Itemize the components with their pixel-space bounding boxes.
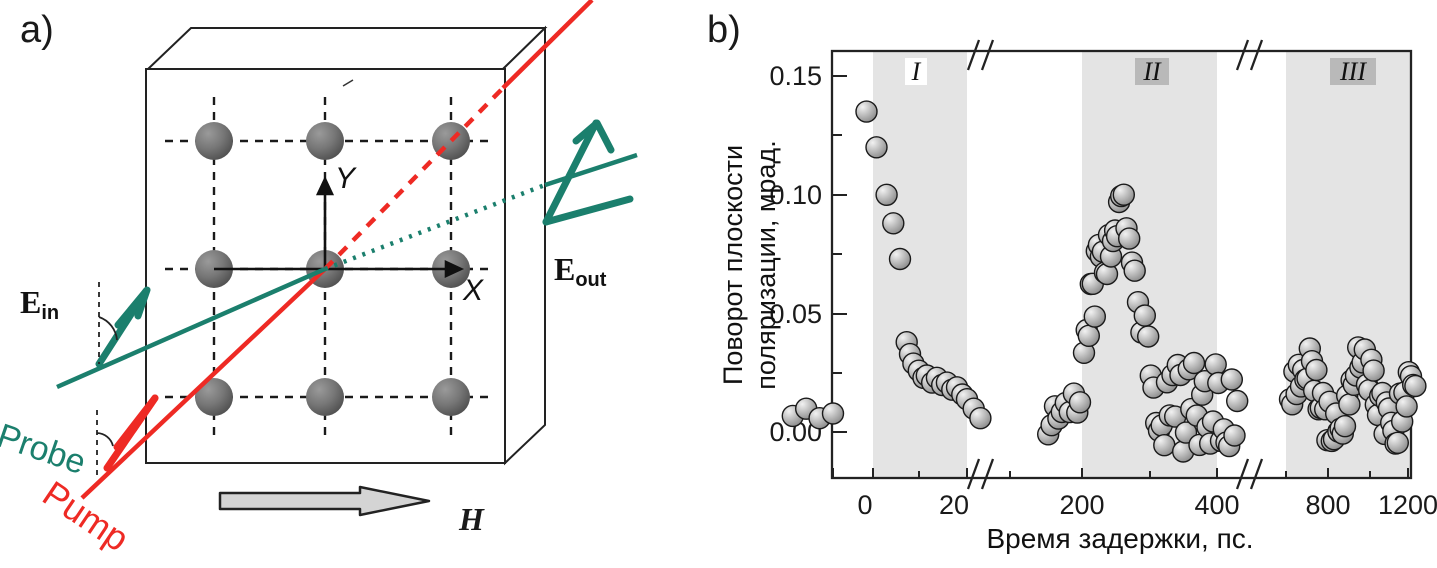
svg-text:0.15: 0.15 [769,61,822,91]
svg-text:III: III [1339,57,1367,86]
svg-text:0: 0 [857,490,872,520]
svg-text:Ein: Ein [20,284,59,324]
svg-text:20: 20 [939,490,969,520]
svg-text:1200: 1200 [1378,490,1437,520]
svg-text:Поворот плоскости: Поворот плоскости [718,145,748,385]
svg-text:II: II [1142,57,1162,86]
svg-text:Eout: Eout [554,251,607,291]
svg-text:Probe: Probe [0,417,91,482]
svg-text:I: I [911,57,922,86]
svg-text:X: X [462,274,484,307]
svg-text:400: 400 [1194,490,1239,520]
svg-text:b): b) [707,9,741,51]
svg-text:800: 800 [1305,490,1350,520]
svg-text:Время задержки, пс.: Время задержки, пс. [986,523,1253,554]
svg-text:a): a) [20,9,54,51]
svg-text:H: H [458,501,485,537]
svg-text:Pump: Pump [36,473,137,560]
svg-text:Y: Y [335,162,357,195]
svg-text:поляризации, мрад.: поляризации, мрад. [751,140,781,389]
svg-text:200: 200 [1059,490,1104,520]
